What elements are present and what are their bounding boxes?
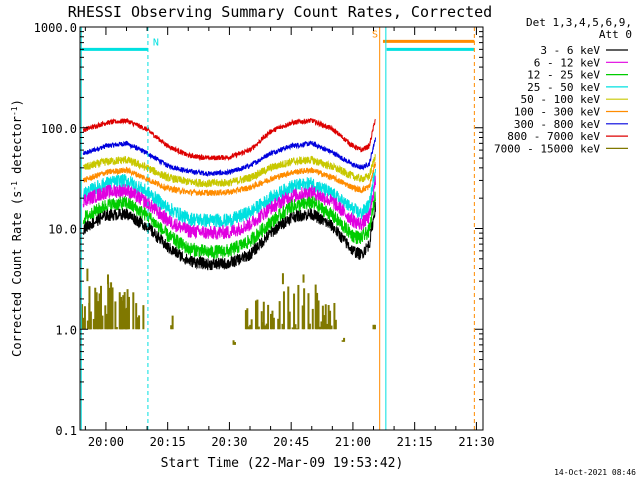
footer-date: 14-Oct-2021 08:46: [554, 468, 636, 477]
x-tick-label: 20:30: [211, 435, 247, 449]
x-tick-label: 21:30: [458, 435, 494, 449]
series-line: [82, 161, 376, 197]
y-axis-label: Corrected Count Rate (s-1 detector-1): [10, 99, 24, 357]
flag-annotations: NS: [80, 27, 475, 430]
series-line: [82, 201, 376, 271]
y-tick-label: 10.0: [48, 223, 77, 237]
series-line: [82, 175, 376, 240]
legend-label: 800 - 7000 keV: [507, 130, 600, 143]
legend-label: 3 - 6 keV: [540, 44, 600, 57]
series-line: [82, 153, 376, 188]
x-tick-label: 20:00: [88, 435, 124, 449]
legend-header-line-1: Det 1,3,4,5,6,9,: [526, 16, 632, 29]
y-tick-label: 0.1: [55, 424, 77, 438]
legend-label: 300 - 800 keV: [514, 118, 600, 131]
flag-label: N: [153, 37, 159, 48]
flag-label: S: [372, 29, 378, 40]
x-tick-label: 21:00: [335, 435, 371, 449]
x-tick-label: 20:45: [273, 435, 309, 449]
x-axis-label: Start Time (22-Mar-09 19:53:42): [161, 456, 404, 471]
y-tick-label: 100.0: [41, 122, 77, 136]
series-7000-15000-bars: [81, 268, 376, 345]
y-tick-label: 1000.0: [34, 21, 77, 35]
x-axis: 20:00 20:15 20:30 20:45 21:00 21:15 21:30: [84, 27, 494, 449]
legend-label: 7000 - 15000 keV: [494, 142, 600, 155]
legend-label: 6 - 12 keV: [534, 56, 601, 69]
legend-label: 100 - 300 keV: [514, 106, 600, 119]
legend-label: 50 - 100 keV: [521, 93, 601, 106]
legend-header-line-2: Att 0: [599, 28, 632, 41]
x-tick-label: 21:15: [397, 435, 433, 449]
x-tick-label: 20:15: [150, 435, 186, 449]
legend-label: 12 - 25 keV: [527, 69, 600, 82]
series-line: [82, 191, 376, 261]
y-axis: 1000.0 100.0 10.0 1.0 0.1: [34, 21, 483, 438]
chart-title: RHESSI Observing Summary Count Rates, Co…: [68, 3, 492, 21]
series-line: [82, 137, 376, 177]
plot-area: NS: [80, 27, 475, 430]
legend-label: 25 - 50 keV: [527, 81, 600, 94]
y-tick-label: 1.0: [55, 323, 77, 337]
series-line: [82, 117, 376, 162]
